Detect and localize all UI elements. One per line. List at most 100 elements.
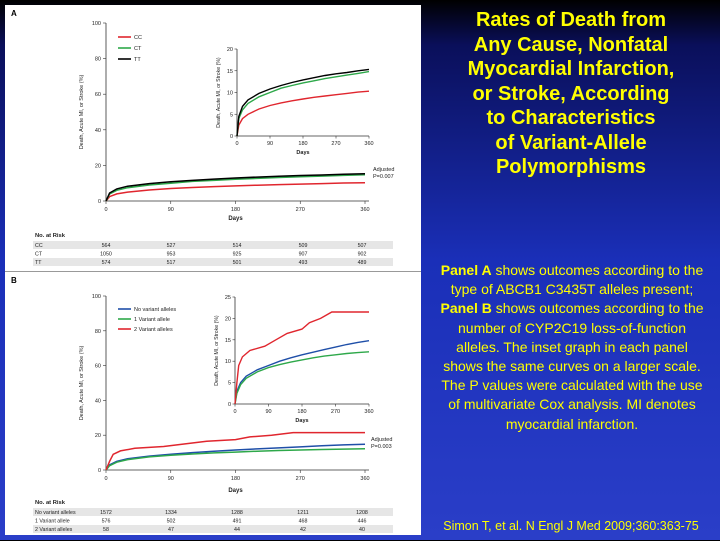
inset-series-line [234, 340, 370, 405]
risk-table-row-label: 2 Variant alleles [35, 527, 73, 533]
panel-a-label: Panel A [440, 262, 492, 278]
inset-y-tick-label: 5 [230, 112, 233, 118]
title-line: or Stroke, According [472, 82, 670, 105]
inset-x-tick-label: 360 [364, 409, 373, 415]
title-line: Any Cause, Nonfatal [473, 33, 669, 56]
risk-table-cell: 907 [299, 252, 308, 258]
title-line: Polymorphisms [495, 156, 647, 178]
y-tick-label: 80 [95, 57, 101, 63]
panel-label: A [11, 9, 17, 18]
risk-table-cell: 40 [359, 527, 365, 533]
risk-table-row-label: No variant alleles [35, 510, 76, 516]
legend-label: TT [134, 57, 141, 63]
inset-x-tick-label: 270 [331, 409, 340, 415]
risk-table-cell: 564 [102, 243, 111, 249]
x-tick-label: 360 [360, 476, 369, 482]
y-tick-label: 20 [95, 163, 101, 169]
inset-y-tick-label: 0 [230, 134, 233, 140]
annotation-text: Adjusted [373, 167, 394, 173]
annotation-text: P=0.007 [373, 174, 394, 180]
y-tick-label: 40 [95, 128, 101, 134]
risk-table-row [33, 258, 393, 266]
y-tick-label: 20 [95, 433, 101, 439]
inset-x-tick-label: 270 [331, 141, 340, 147]
inset-x-tick-label: 90 [267, 141, 273, 147]
figure: A 0 20 40 60 80 100 0 90 180 270 360 Death, Acute MI… [5, 5, 421, 535]
slide-description: Panel A shows outcomes according to the … [436, 261, 708, 434]
panel-b-label: Panel B [440, 300, 492, 317]
risk-table-cell: 42 [300, 527, 306, 533]
y-tick-label: 100 [92, 294, 101, 300]
risk-table-row [33, 516, 393, 525]
legend-label: CC [134, 35, 142, 41]
inset-x-axis-label: Days [296, 150, 309, 156]
inset-x-tick-label: 0 [233, 409, 236, 415]
inset-series-line [236, 68, 370, 137]
inset-series-line [234, 311, 369, 405]
risk-table-row [33, 249, 393, 258]
x-axis-label: Days [228, 216, 243, 222]
inset-x-tick-label: 90 [265, 409, 271, 415]
inset-series-line [236, 70, 370, 137]
inset-y-tick-label: 15 [225, 338, 231, 344]
series-line [105, 173, 366, 202]
y-tick-label: 60 [95, 364, 101, 370]
risk-table-cell: 1288 [231, 510, 243, 516]
risk-table-cell: 1208 [356, 510, 368, 516]
risk-table-cell: 509 [299, 243, 308, 249]
x-tick-label: 180 [231, 207, 240, 213]
risk-table-cell: 468 [299, 519, 308, 525]
risk-table-row [33, 508, 393, 516]
x-tick-label: 270 [296, 207, 305, 213]
y-tick-label: 80 [95, 329, 101, 335]
annotation-text: P=0.003 [371, 444, 392, 450]
legend-label: 1 Variant allele [134, 317, 170, 323]
risk-table-row-label: CT [35, 252, 43, 258]
y-tick-label: 100 [92, 21, 101, 27]
series-line [105, 448, 366, 471]
risk-table-cell: 1211 [297, 510, 308, 516]
y-tick-label: 0 [98, 199, 101, 205]
panel-a: A 0 20 40 60 80 100 0 90 180 270 360 Death, Acute MI… [5, 5, 421, 269]
risk-table-cell: 47 [168, 527, 174, 533]
risk-table-cell: 902 [358, 252, 367, 258]
series-line [105, 431, 365, 471]
y-tick-label: 0 [98, 468, 101, 474]
legend-label: 2 Variant alleles [134, 327, 173, 333]
inset-y-tick-label: 20 [227, 47, 233, 53]
panel-label: B [11, 276, 17, 285]
risk-table-cell: 1572 [100, 510, 112, 516]
x-tick-label: 90 [168, 476, 174, 482]
series-line [105, 443, 366, 471]
inset-series-line [234, 351, 370, 405]
risk-table-cell: 493 [299, 260, 308, 266]
risk-table-cell: 501 [233, 260, 242, 266]
risk-table-cell: 1334 [165, 510, 177, 516]
x-tick-label: 360 [360, 207, 369, 213]
x-tick-label: 270 [296, 476, 305, 482]
panel-a-text: shows outcomes according to the type of … [450, 262, 704, 298]
inset-y-tick-label: 10 [227, 91, 233, 97]
risk-table-cell: 517 [167, 260, 176, 266]
risk-table-cell: 953 [167, 252, 176, 258]
annotation-text: Adjusted [371, 437, 392, 443]
slide-title: Rates of Death from Any Cause, Nonfatal … [428, 8, 714, 180]
inset-x-tick-label: 360 [364, 141, 373, 147]
panel-b-text: shows outcomes according to the number o… [441, 300, 704, 432]
inset-y-tick-label: 25 [225, 295, 231, 301]
risk-table-cell: 574 [102, 260, 111, 266]
x-tick-label: 180 [231, 476, 240, 482]
series-line [105, 181, 366, 202]
risk-table-cell: 446 [358, 519, 367, 525]
inset-series-line [236, 90, 370, 137]
x-tick-label: 90 [168, 207, 174, 213]
risk-table-row-label: 1 Variant allele [35, 519, 70, 525]
risk-table-cell: 489 [358, 260, 367, 266]
legend-label: CT [134, 46, 142, 52]
title-line: to Characteristics [486, 107, 656, 129]
risk-table-cell: 576 [102, 519, 111, 525]
risk-table-cell: 514 [233, 243, 242, 249]
inset-y-axis-label: Death, Acute MI, or Stroke (%) [216, 57, 222, 128]
